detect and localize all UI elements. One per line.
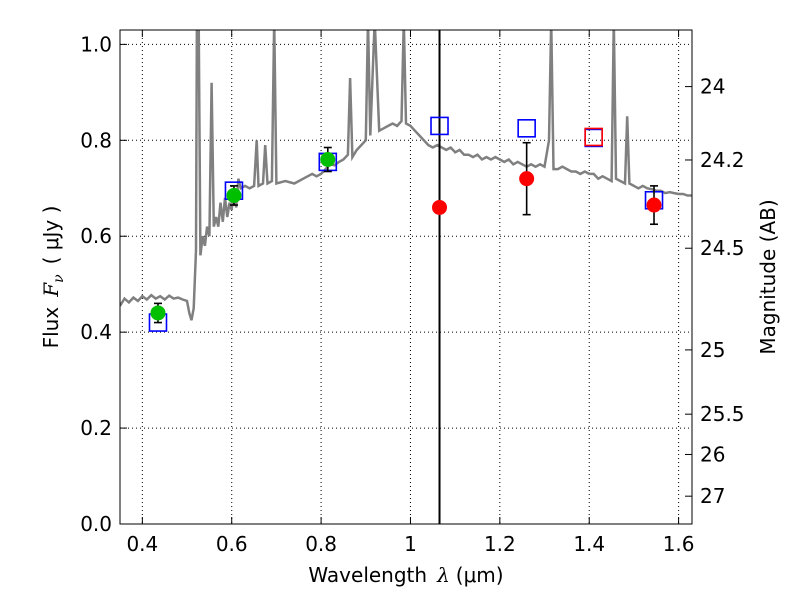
- y2-tick-label: 24.5: [700, 236, 745, 260]
- y-tick-label: 1.0: [80, 32, 112, 56]
- y-axis: 0.0 0.2 0.4 0.6 0.8 1.0: [80, 32, 127, 536]
- x-tick-label: 0.6: [216, 532, 248, 556]
- y-tick-label: 0.6: [80, 224, 112, 248]
- circle-marker: [320, 151, 336, 167]
- y2-axis-label: Magnitude (AB): [756, 199, 780, 354]
- x-tick-label: 0.8: [305, 532, 337, 556]
- plot-frame: [119, 29, 693, 525]
- square-marker: [584, 127, 603, 147]
- x-tick-label: 1.4: [573, 532, 605, 556]
- x-axis: 0.4 0.6 0.8 1 1.2 1.4 1.6: [126, 30, 695, 556]
- y-tick-label: 0.8: [80, 128, 112, 152]
- square-marker: [517, 119, 536, 138]
- y2-axis: 24 24.2 24.5 25 25.5 26 27: [685, 75, 745, 508]
- circle-marker: [226, 187, 242, 203]
- x-tick-label: 0.4: [126, 532, 158, 556]
- circle-marker: [519, 171, 535, 187]
- y2-tick-label: 25.5: [700, 402, 745, 426]
- plot-area: [120, 30, 692, 524]
- square-marker: [430, 116, 449, 136]
- y2-tick-label: 24.2: [700, 148, 745, 172]
- y-tick-label: 0.0: [80, 512, 112, 536]
- y2-tick-label: 24: [700, 75, 725, 99]
- y2-tick-label: 25: [700, 338, 725, 362]
- circle-marker: [432, 199, 448, 215]
- x-tick-label: 1: [404, 532, 417, 556]
- circle-marker: [646, 197, 662, 213]
- circle-marker: [150, 305, 166, 321]
- y2-tick-label: 27: [700, 484, 725, 508]
- y-axis-label: FluxFν( μJy ): [39, 206, 67, 349]
- y-tick-label: 0.4: [80, 320, 112, 344]
- x-tick-label: 1.6: [663, 532, 695, 556]
- y2-tick-label: 26: [700, 442, 725, 466]
- data-markers: [148, 116, 664, 332]
- y-tick-label: 0.2: [80, 416, 112, 440]
- template-spectrum-line: [120, 30, 692, 321]
- x-tick-label: 1.2: [484, 532, 516, 556]
- x-axis-label: Wavelength λ (μm): [308, 563, 503, 587]
